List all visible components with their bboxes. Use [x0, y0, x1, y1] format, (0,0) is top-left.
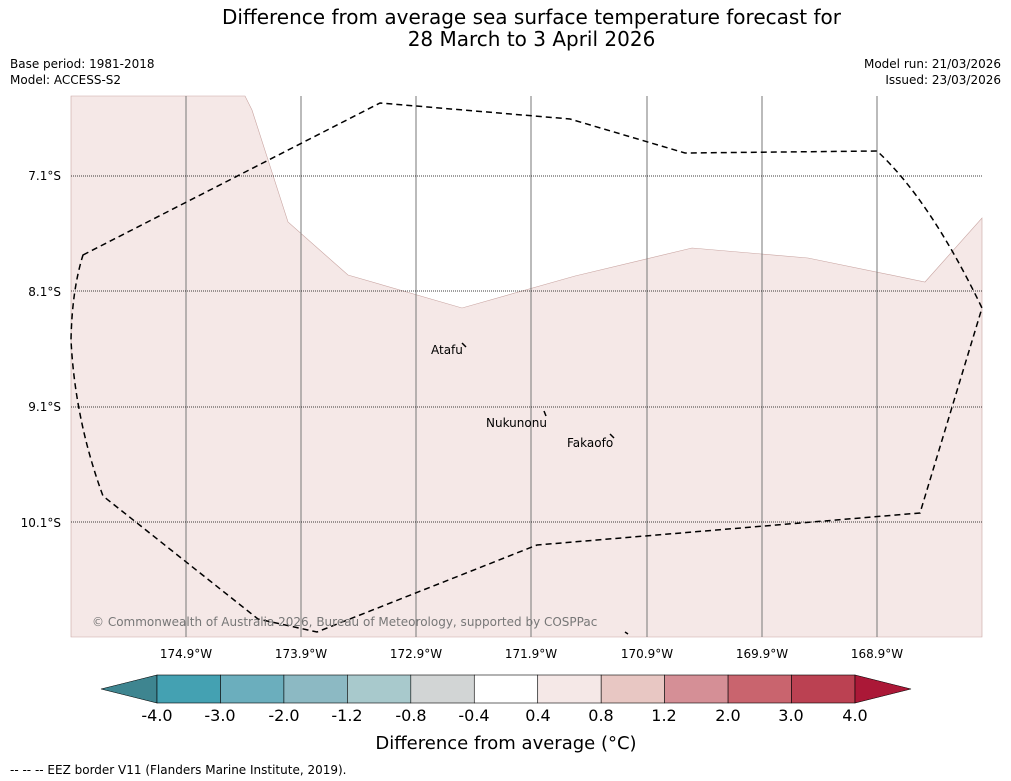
colorbar-segment — [283, 674, 348, 704]
lat-label: 7.1°S — [28, 169, 61, 183]
lon-label: 173.9°W — [275, 647, 327, 661]
colorbar-tick: 1.2 — [651, 706, 676, 725]
atafu-atoll-icon — [461, 342, 467, 348]
colorbar-segment — [537, 674, 602, 704]
colorbar-ticks: -4.0 -3.0 -2.0 -1.2 -0.8 -0.4 0.4 0.8 1.… — [141, 706, 867, 725]
colorbar-segment — [410, 674, 475, 704]
place-label-fakaofo: Fakaofo — [567, 436, 613, 450]
lat-label: 9.1°S — [28, 400, 61, 414]
meta-right: Model run: 21/03/2026 Issued: 23/03/2026 — [864, 56, 1001, 88]
colorbar-tick: 2.0 — [715, 706, 740, 725]
colorbar-extend-high — [854, 674, 912, 704]
place-label-atafu: Atafu — [431, 343, 463, 357]
colorbar-tick: 0.4 — [525, 706, 550, 725]
colorbar-tick: 3.0 — [778, 706, 803, 725]
colorbar-tick: -2.0 — [268, 706, 299, 725]
lat-label: 10.1°S — [21, 516, 61, 530]
colorbar-tick: 0.8 — [588, 706, 613, 725]
copyright-notice: © Commonwealth of Australia 2026, Bureau… — [92, 615, 597, 629]
nukunonu-atoll-icon — [543, 410, 547, 417]
eez-border-fragment — [624, 631, 629, 635]
colorbar-segment — [220, 674, 285, 704]
map-title: Difference from average sea surface temp… — [221, 5, 841, 51]
model-run: Model run: 21/03/2026 — [863, 57, 1001, 71]
colorbar-tick: -4.0 — [141, 706, 172, 725]
colorbar-segment — [791, 674, 856, 704]
colorbar-tick: -1.2 — [331, 706, 362, 725]
colorbar-segments — [100, 674, 912, 704]
place-label-nukunonu: Nukunonu — [486, 416, 547, 430]
eez-footnote: -- -- -- EEZ border V11 (Flanders Marine… — [10, 763, 347, 777]
lon-label: 174.9°W — [160, 647, 212, 661]
colorbar-segment — [347, 674, 412, 704]
lon-label: 169.9°W — [736, 647, 788, 661]
base-period: Base period: 1981-2018 — [10, 57, 155, 71]
colorbar-tick: -0.4 — [458, 706, 489, 725]
eez-border — [70, 102, 983, 633]
meta-left: Base period: 1981-2018 Model: ACCESS-S2 — [10, 56, 155, 88]
colorbar-tick: -3.0 — [204, 706, 235, 725]
lon-label: 171.9°W — [505, 647, 557, 661]
lon-label: 172.9°W — [390, 647, 442, 661]
colorbar-segment — [727, 674, 792, 704]
map-panel: Atafu Nukunonu Fakaofo © Commonwealth of… — [21, 95, 983, 661]
colorbar-tick: -0.8 — [395, 706, 426, 725]
lat-label: 8.1°S — [28, 285, 61, 299]
model-name: Model: ACCESS-S2 — [10, 73, 122, 87]
colorbar-tick: 4.0 — [842, 706, 867, 725]
lon-label: 170.9°W — [621, 647, 673, 661]
colorbar-segment — [600, 674, 665, 704]
lon-label: 168.9°W — [851, 647, 903, 661]
colorbar-title: Difference from average (°C) — [375, 733, 636, 754]
colorbar-segment — [473, 674, 539, 704]
colorbar-segment — [664, 674, 729, 704]
fakaofo-atoll-icon — [609, 433, 615, 439]
colorbar-segment — [156, 674, 221, 704]
issued-date: Issued: 23/03/2026 — [885, 73, 1001, 87]
anomaly-region — [70, 95, 983, 638]
colorbar-extend-low — [100, 674, 158, 704]
